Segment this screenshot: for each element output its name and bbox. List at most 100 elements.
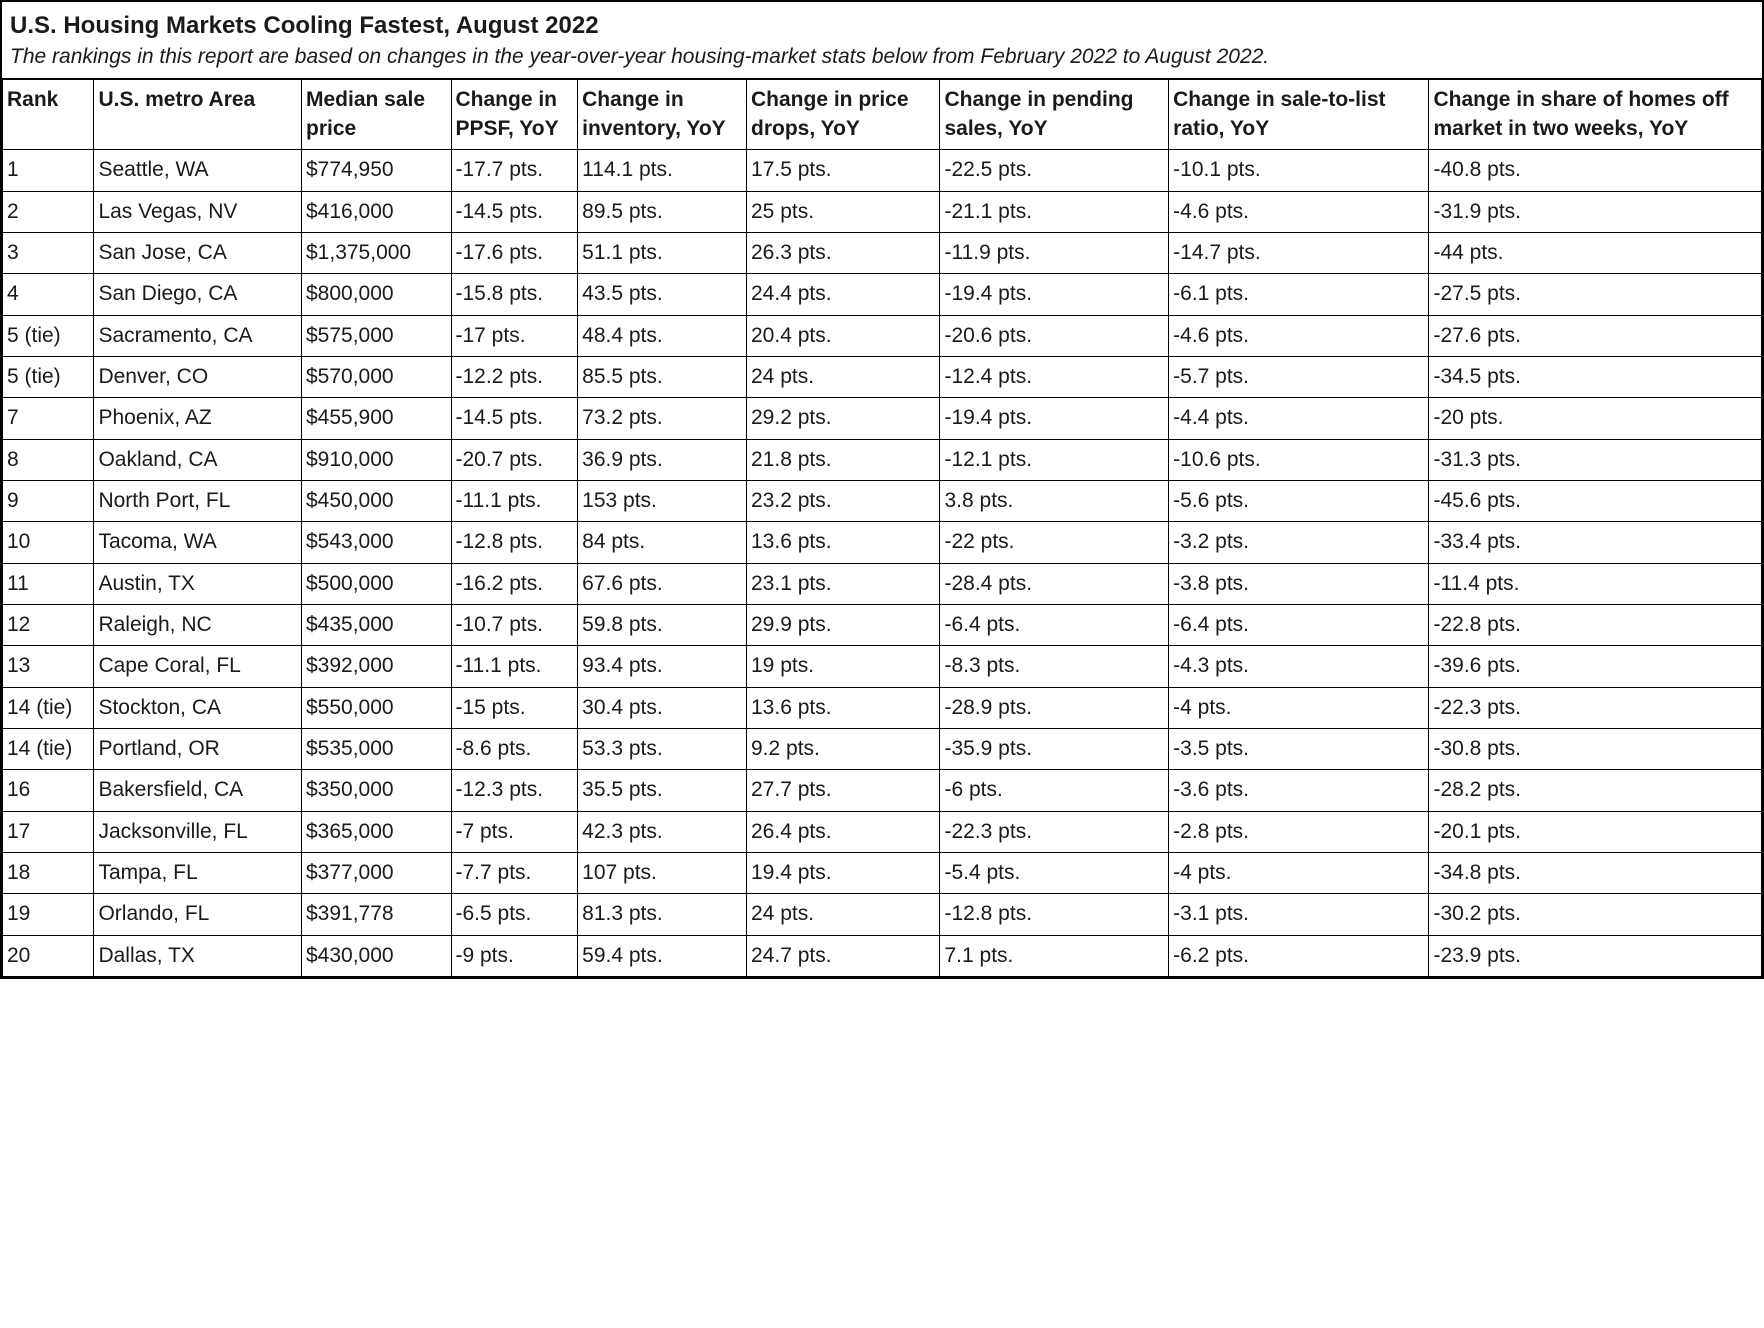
cell-pricedrops: 24.7 pts.: [747, 935, 940, 976]
cell-ppsf: -12.2 pts.: [451, 356, 578, 397]
cell-pricedrops: 24 pts.: [747, 894, 940, 935]
cell-inventory: 93.4 pts.: [578, 646, 747, 687]
cell-rank: 20: [3, 935, 94, 976]
cell-pending: -19.4 pts.: [940, 274, 1169, 315]
cell-offmarket: -28.2 pts.: [1429, 770, 1762, 811]
cell-price: $535,000: [302, 728, 452, 769]
cell-rank: 18: [3, 853, 94, 894]
cell-pricedrops: 24 pts.: [747, 356, 940, 397]
cell-rank: 7: [3, 398, 94, 439]
cell-ppsf: -14.5 pts.: [451, 191, 578, 232]
cell-metro: Las Vegas, NV: [94, 191, 302, 232]
cell-pricedrops: 23.2 pts.: [747, 480, 940, 521]
cell-rank: 13: [3, 646, 94, 687]
cell-ppsf: -15.8 pts.: [451, 274, 578, 315]
cell-rank: 14 (tie): [3, 728, 94, 769]
table-head: Rank U.S. metro Area Median sale price C…: [3, 79, 1762, 149]
cell-rank: 5 (tie): [3, 356, 94, 397]
cell-saletolist: -10.1 pts.: [1169, 150, 1429, 191]
cell-offmarket: -22.3 pts.: [1429, 687, 1762, 728]
table-row: 18Tampa, FL$377,000-7.7 pts.107 pts.19.4…: [3, 853, 1762, 894]
cell-pending: -22 pts.: [940, 522, 1169, 563]
cell-price: $377,000: [302, 853, 452, 894]
cell-offmarket: -23.9 pts.: [1429, 935, 1762, 976]
cell-saletolist: -3.8 pts.: [1169, 563, 1429, 604]
cell-rank: 14 (tie): [3, 687, 94, 728]
cell-metro: Austin, TX: [94, 563, 302, 604]
cell-pricedrops: 25 pts.: [747, 191, 940, 232]
cell-price: $1,375,000: [302, 232, 452, 273]
cell-inventory: 84 pts.: [578, 522, 747, 563]
cell-offmarket: -40.8 pts.: [1429, 150, 1762, 191]
cell-saletolist: -5.7 pts.: [1169, 356, 1429, 397]
cell-saletolist: -6.1 pts.: [1169, 274, 1429, 315]
table-row: 3San Jose, CA$1,375,000-17.6 pts.51.1 pt…: [3, 232, 1762, 273]
table-row: 1Seattle, WA$774,950-17.7 pts.114.1 pts.…: [3, 150, 1762, 191]
cell-price: $392,000: [302, 646, 452, 687]
cell-offmarket: -30.2 pts.: [1429, 894, 1762, 935]
table-row: 12Raleigh, NC$435,000-10.7 pts.59.8 pts.…: [3, 604, 1762, 645]
cell-offmarket: -20 pts.: [1429, 398, 1762, 439]
cell-rank: 11: [3, 563, 94, 604]
cell-ppsf: -9 pts.: [451, 935, 578, 976]
cell-inventory: 59.8 pts.: [578, 604, 747, 645]
cell-metro: Sacramento, CA: [94, 315, 302, 356]
cell-pending: -21.1 pts.: [940, 191, 1169, 232]
cell-pending: -6.4 pts.: [940, 604, 1169, 645]
cell-metro: Raleigh, NC: [94, 604, 302, 645]
cell-offmarket: -39.6 pts.: [1429, 646, 1762, 687]
cell-metro: Portland, OR: [94, 728, 302, 769]
table-row: 7Phoenix, AZ$455,900-14.5 pts.73.2 pts.2…: [3, 398, 1762, 439]
cell-price: $455,900: [302, 398, 452, 439]
cell-saletolist: -6.2 pts.: [1169, 935, 1429, 976]
cell-inventory: 53.3 pts.: [578, 728, 747, 769]
cell-price: $550,000: [302, 687, 452, 728]
cell-inventory: 42.3 pts.: [578, 811, 747, 852]
col-header-pricedrops: Change in price drops, YoY: [747, 79, 940, 149]
cell-metro: San Diego, CA: [94, 274, 302, 315]
cell-inventory: 67.6 pts.: [578, 563, 747, 604]
cell-offmarket: -27.5 pts.: [1429, 274, 1762, 315]
cell-price: $416,000: [302, 191, 452, 232]
col-header-rank: Rank: [3, 79, 94, 149]
table-header-row: Rank U.S. metro Area Median sale price C…: [3, 79, 1762, 149]
cell-pending: -19.4 pts.: [940, 398, 1169, 439]
table-row: 19Orlando, FL$391,778-6.5 pts.81.3 pts.2…: [3, 894, 1762, 935]
col-header-metro: U.S. metro Area: [94, 79, 302, 149]
cell-ppsf: -11.1 pts.: [451, 480, 578, 521]
cell-inventory: 153 pts.: [578, 480, 747, 521]
cell-pending: -5.4 pts.: [940, 853, 1169, 894]
cell-rank: 12: [3, 604, 94, 645]
col-header-inventory: Change in inventory, YoY: [578, 79, 747, 149]
cell-ppsf: -16.2 pts.: [451, 563, 578, 604]
cell-saletolist: -4.4 pts.: [1169, 398, 1429, 439]
cell-pricedrops: 20.4 pts.: [747, 315, 940, 356]
cell-metro: Oakland, CA: [94, 439, 302, 480]
cell-pricedrops: 26.4 pts.: [747, 811, 940, 852]
cell-pricedrops: 27.7 pts.: [747, 770, 940, 811]
cell-metro: Phoenix, AZ: [94, 398, 302, 439]
cell-price: $910,000: [302, 439, 452, 480]
table-row: 10Tacoma, WA$543,000-12.8 pts.84 pts.13.…: [3, 522, 1762, 563]
cell-offmarket: -27.6 pts.: [1429, 315, 1762, 356]
cell-pending: -22.5 pts.: [940, 150, 1169, 191]
cell-saletolist: -3.5 pts.: [1169, 728, 1429, 769]
cell-rank: 16: [3, 770, 94, 811]
cell-inventory: 43.5 pts.: [578, 274, 747, 315]
cell-pending: 3.8 pts.: [940, 480, 1169, 521]
cell-rank: 3: [3, 232, 94, 273]
cell-offmarket: -20.1 pts.: [1429, 811, 1762, 852]
cell-offmarket: -33.4 pts.: [1429, 522, 1762, 563]
cell-rank: 9: [3, 480, 94, 521]
cell-pending: 7.1 pts.: [940, 935, 1169, 976]
table-row: 5 (tie)Sacramento, CA$575,000-17 pts.48.…: [3, 315, 1762, 356]
cell-inventory: 107 pts.: [578, 853, 747, 894]
cell-pricedrops: 17.5 pts.: [747, 150, 940, 191]
cell-inventory: 73.2 pts.: [578, 398, 747, 439]
cell-rank: 4: [3, 274, 94, 315]
cell-offmarket: -34.5 pts.: [1429, 356, 1762, 397]
cell-rank: 2: [3, 191, 94, 232]
cell-pending: -8.3 pts.: [940, 646, 1169, 687]
cell-metro: Seattle, WA: [94, 150, 302, 191]
col-header-saletolist: Change in sale-to-list ratio, YoY: [1169, 79, 1429, 149]
